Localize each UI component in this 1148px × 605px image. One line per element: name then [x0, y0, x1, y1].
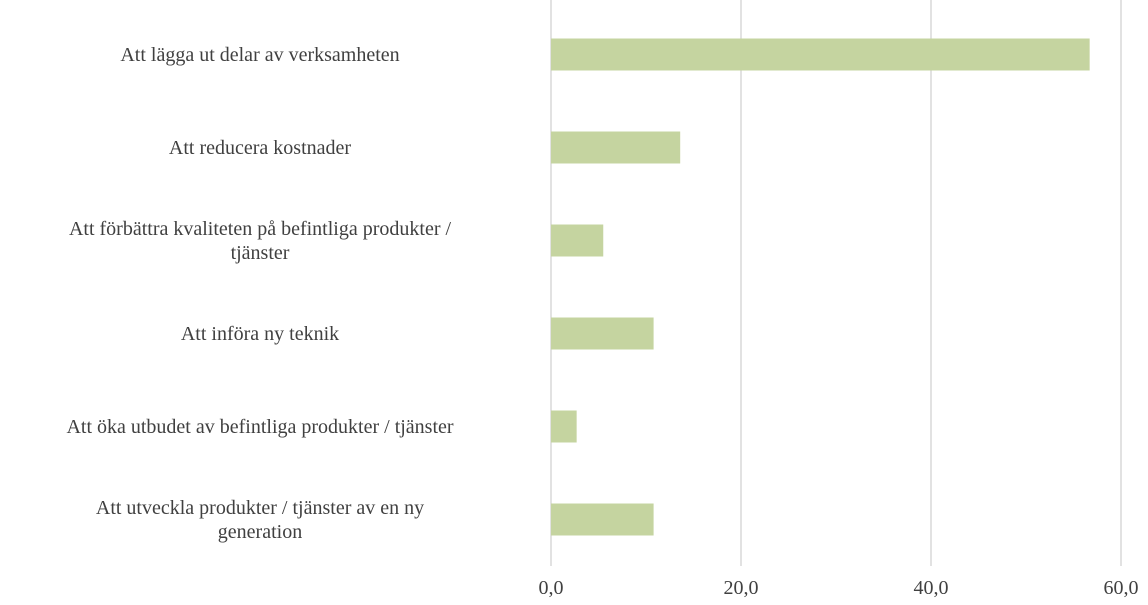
bar: [551, 131, 681, 164]
y-tick-label: Att införa ny teknik: [180, 322, 340, 345]
x-tick-label: 0,0: [538, 577, 564, 599]
bar: [551, 410, 577, 443]
y-tick-label: Att förbättra kvaliteten på befintliga p…: [68, 217, 452, 264]
bar: [551, 38, 1090, 71]
x-tick-label: 20,0: [723, 577, 759, 599]
x-tick-label: 40,0: [913, 577, 949, 599]
y-tick-label: Att lägga ut delar av verksamheten: [120, 43, 400, 66]
y-tick-label: Att reducera kostnader: [168, 136, 352, 159]
y-tick-label: Att öka utbudet av befintliga produkter …: [66, 415, 454, 438]
y-tick-label: Att utveckla produkter / tjänster av en …: [95, 496, 425, 543]
bar: [551, 317, 654, 350]
bar: [551, 224, 604, 257]
x-tick-label: 60,0: [1103, 577, 1139, 599]
bar: [551, 503, 654, 536]
